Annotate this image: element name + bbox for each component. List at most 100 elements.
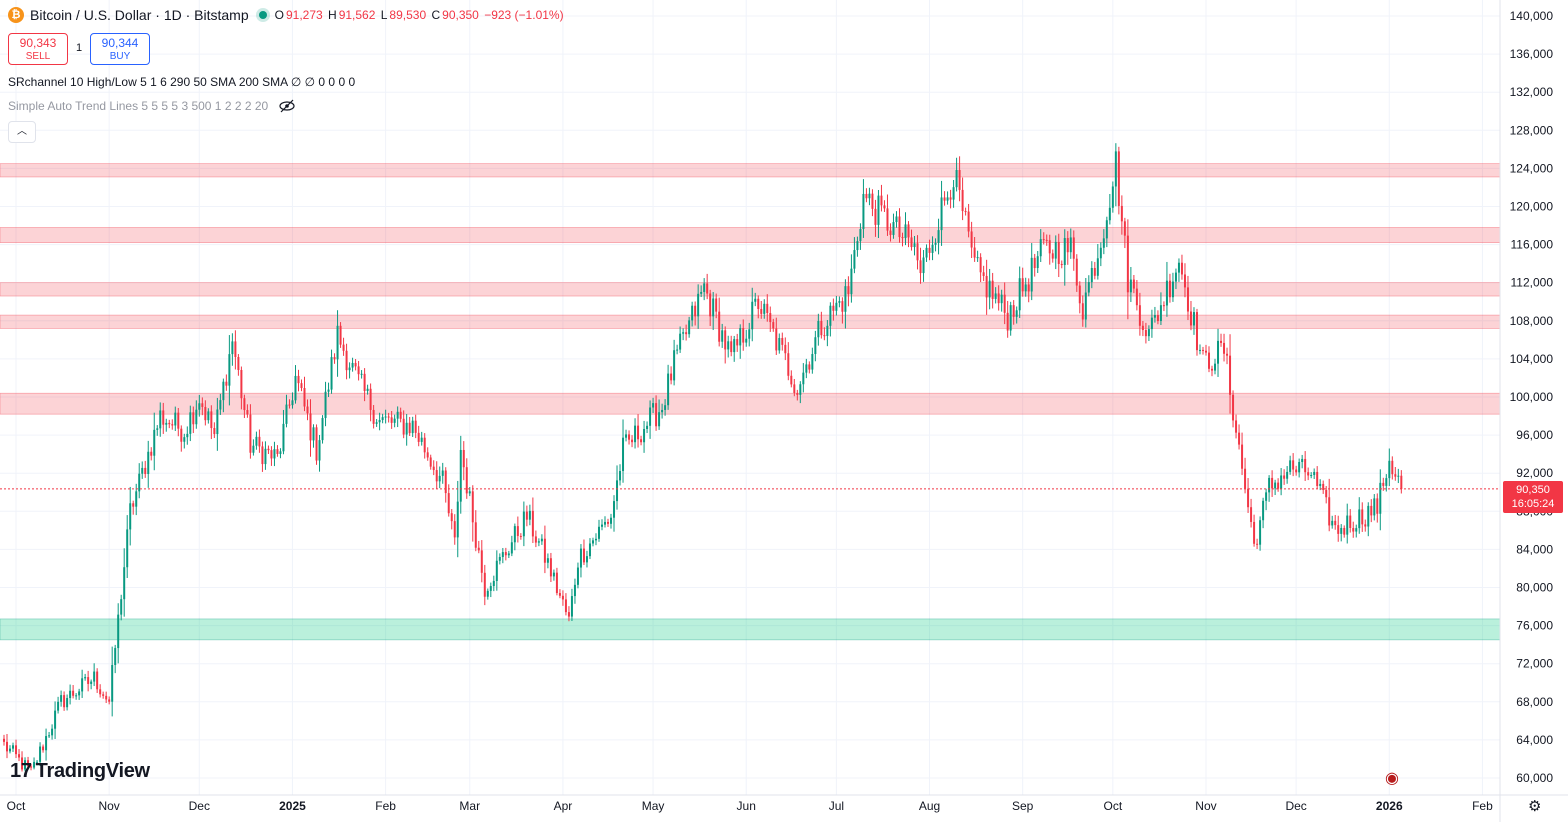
candle-body (622, 437, 625, 472)
candle-body (1286, 471, 1289, 479)
candle-body (838, 301, 841, 303)
candle-body (1268, 477, 1271, 493)
candle-body (285, 404, 288, 424)
candle-body (793, 384, 796, 393)
y-tick-label: 80,000 (1516, 581, 1553, 595)
candle-body (1226, 353, 1229, 356)
candle-body (1397, 475, 1400, 477)
candle-body (649, 407, 652, 426)
candle-body (342, 344, 345, 351)
candle-body (246, 410, 249, 415)
candle-body (856, 241, 859, 251)
candle-body (814, 337, 817, 355)
candle-body (141, 467, 144, 474)
calendar-flag-icon[interactable]: ◉ (1385, 770, 1399, 787)
candle-body (351, 362, 354, 368)
candle-body (324, 391, 327, 419)
candle-body (48, 735, 51, 737)
candle-body (1334, 520, 1337, 526)
candle-body (907, 224, 910, 238)
price-axis[interactable]: 60,000 64,000 68,000 72,000 76,000 80,000 84,0… (1499, 0, 1553, 822)
candle-body (1352, 527, 1355, 532)
live-status-icon (258, 11, 267, 19)
candle-body (844, 286, 847, 312)
candle-body (604, 521, 606, 525)
indicator-trendlines[interactable]: Simple Auto Trend Lines 5 5 5 5 3 500 1 … (8, 99, 296, 113)
branding-text: TradingView (35, 760, 150, 782)
ohlc-values: O 91,273 H 91,562 L 89,530 C 90,350 −923 (−1… (275, 8, 566, 22)
resistance-zone (0, 282, 1501, 297)
candle-body (105, 695, 108, 700)
candle-body (661, 409, 664, 413)
indicator-srchannel[interactable]: SRchannel 10 High/Low 5 1 6 290 50 SMA 2… (8, 75, 355, 89)
candle-body (138, 473, 141, 492)
tradingview-mark-icon: 17 (10, 760, 32, 782)
candle-body (1087, 282, 1090, 293)
candle-body (39, 746, 42, 762)
candle-body (270, 450, 273, 459)
candle-body (507, 553, 510, 556)
candle-body (925, 247, 928, 258)
candle-body (258, 436, 261, 447)
candle-body (420, 437, 423, 442)
close-value: 90,350 (442, 8, 479, 22)
candle-body (279, 451, 282, 454)
candle-body (1120, 205, 1123, 222)
collapse-legend-button[interactable]: ︿ (8, 121, 36, 143)
candle-body (853, 250, 856, 269)
sell-button[interactable]: 90,343 SELL (8, 33, 68, 65)
candle-body (754, 298, 757, 302)
candle-body (1093, 267, 1096, 276)
candle-body (348, 367, 351, 371)
x-tick-label: Nov (98, 799, 119, 813)
candle-body (288, 404, 291, 406)
candle-body (1259, 520, 1262, 545)
candle-body (967, 211, 970, 232)
candle-body (994, 293, 997, 299)
candle-body (1090, 267, 1093, 283)
candle-body (1018, 278, 1021, 311)
x-tick-label: Nov (1195, 799, 1216, 813)
candle-body (1376, 498, 1379, 514)
candle-body (528, 510, 531, 520)
candle-body (1153, 315, 1156, 318)
candle-body (489, 586, 492, 591)
candle-body (928, 247, 931, 253)
low-value: 89,530 (389, 8, 427, 22)
candle-body (582, 548, 585, 563)
candle-body (543, 538, 546, 563)
symbol-title[interactable]: Bitcoin / U.S. Dollar · 1D · Bitstamp (30, 7, 249, 23)
eye-off-icon[interactable] (278, 99, 296, 113)
gear-icon[interactable]: ⚙ (1528, 798, 1542, 815)
candle-body (1346, 515, 1349, 535)
candle-body (889, 230, 892, 235)
candle-body (198, 403, 201, 410)
candle-body (294, 375, 297, 401)
time-axis[interactable]: Oct Nov Dec 2025 Feb Mar Apr May Jun Jul Aug Sep Oct… (0, 794, 1568, 813)
sell-price: 90,343 (19, 36, 57, 50)
candle-body (1373, 498, 1376, 516)
buy-button[interactable]: 90,344 BUY (90, 33, 150, 65)
candle-body (1183, 274, 1186, 288)
y-tick-label: 84,000 (1516, 542, 1553, 556)
candle-body (634, 425, 637, 443)
candle-body (886, 208, 889, 231)
candle-body (111, 665, 114, 702)
candle-body (778, 338, 781, 351)
candle-body (874, 208, 877, 225)
candle-body (1238, 432, 1241, 445)
candle-body (588, 543, 591, 557)
candle-body (264, 448, 267, 465)
candle-body (1361, 509, 1364, 525)
candle-body (730, 341, 733, 353)
candle-body (982, 272, 985, 276)
candle-body (585, 556, 588, 563)
candle-body (1150, 317, 1153, 330)
candle-body (237, 356, 240, 370)
candle-body (1168, 280, 1171, 298)
candle-body (1328, 497, 1331, 526)
candle-body (682, 332, 685, 334)
candle-body (937, 230, 940, 243)
candle-body (859, 229, 862, 242)
